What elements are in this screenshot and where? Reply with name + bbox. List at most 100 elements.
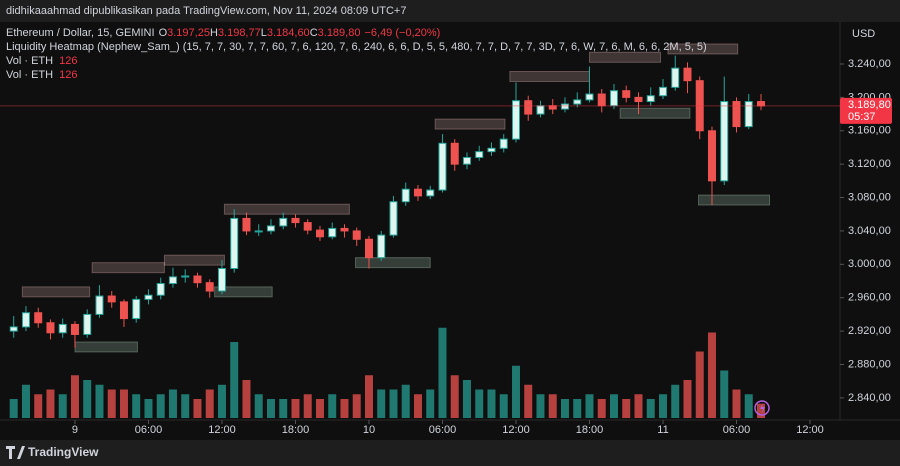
- volume-bar: [181, 394, 190, 418]
- volume-bar: [536, 394, 545, 418]
- candle-body: [646, 95, 655, 103]
- volume-bar: [683, 380, 692, 418]
- volume-bar: [646, 399, 655, 418]
- candle-body: [622, 90, 631, 98]
- volume-bar: [70, 375, 79, 418]
- liquidity-zone: [434, 118, 506, 130]
- candle-body: [34, 312, 43, 324]
- candle-body: [107, 295, 116, 303]
- liquidity-zone: [74, 341, 138, 353]
- x-tick-label: 18:00: [576, 424, 604, 436]
- plot: [0, 43, 840, 418]
- symbol: Ethereum / Dollar, 15, GEMINI: [6, 27, 155, 39]
- volume-bar: [732, 389, 741, 418]
- volume-bar: [609, 394, 618, 418]
- candle-body: [315, 229, 324, 238]
- candle-body: [230, 217, 239, 269]
- volume-bar: [46, 389, 55, 418]
- volume-bar: [254, 394, 263, 418]
- y-tick-label: 2.960,00: [848, 292, 891, 304]
- volume-bar: [524, 384, 533, 418]
- candle-body: [695, 80, 704, 132]
- volume-bar: [622, 399, 631, 418]
- volume-bar: [499, 394, 508, 418]
- volume-bar: [144, 399, 153, 418]
- volume-bar: [34, 394, 43, 418]
- candle-body: [450, 142, 459, 165]
- volume-bar: [438, 327, 447, 418]
- volume-bar: [720, 370, 729, 418]
- x-tick-label: 11: [657, 424, 668, 436]
- volume-bar: [401, 384, 410, 418]
- x-tick-label: 10: [363, 424, 375, 436]
- candle-body: [9, 326, 18, 332]
- publisher: didhikaaahmad dipublikasikan pada Tradin…: [6, 5, 406, 17]
- candle-body: [58, 323, 67, 334]
- volume-bar: [511, 365, 520, 418]
- change: −6,49 (−0,20%): [364, 27, 440, 39]
- liquidity-zone: [667, 43, 739, 55]
- candle-body: [95, 295, 104, 315]
- volume-bar: [168, 389, 177, 418]
- volume-value: 126: [59, 55, 77, 67]
- volume-bar: [156, 394, 165, 418]
- candle-body: [291, 217, 300, 224]
- candle-body: [364, 238, 373, 259]
- candle-body: [119, 301, 128, 320]
- candle-body: [266, 225, 275, 232]
- candle-body: [671, 67, 680, 88]
- candle-body: [536, 105, 545, 115]
- candle-body: [352, 230, 361, 240]
- x-tick-label: 06:00: [429, 424, 457, 436]
- candle-body: [242, 217, 251, 232]
- x-tick-label: 06:00: [723, 424, 751, 436]
- candle-body: [21, 312, 30, 328]
- volume-key: Vol · ETH: [6, 55, 53, 67]
- volume-bar: [573, 399, 582, 418]
- replay-icon[interactable]: [760, 403, 765, 413]
- x-tick-label: 06:00: [135, 424, 163, 436]
- candle-body: [548, 105, 557, 110]
- volume-bar: [279, 399, 288, 418]
- top-bar: [0, 0, 900, 22]
- candle-body: [401, 188, 410, 203]
- volume-legend: Vol · ETH 126: [6, 55, 77, 67]
- x-tick-label: 18:00: [282, 424, 310, 436]
- volume-bar: [230, 342, 239, 418]
- logo: TradingView: [6, 445, 99, 459]
- candle-body: [217, 267, 226, 292]
- liquidity-zone: [21, 286, 91, 298]
- candle-body: [462, 156, 471, 165]
- candle-body: [168, 276, 177, 285]
- indicator: Liquidity Heatmap (Nephew_Sam_) (15, 7, …: [6, 41, 707, 53]
- last-price-label: 3.189,80: [848, 99, 891, 111]
- volume-bar: [597, 399, 606, 418]
- candle-body: [585, 93, 594, 101]
- volume-bar: [462, 380, 471, 418]
- volume-bar: [756, 403, 765, 418]
- volume-bar: [132, 394, 141, 418]
- ohlc-value: 3.197,25: [167, 27, 210, 39]
- candle-body: [732, 101, 741, 128]
- candle-body: [560, 103, 569, 110]
- candle-body: [609, 90, 618, 107]
- volume-bar: [634, 394, 643, 418]
- volume-bar: [21, 384, 30, 418]
- volume-bar: [560, 399, 569, 418]
- candle-body: [511, 100, 520, 140]
- candle-body: [658, 86, 667, 97]
- candle-body: [438, 142, 447, 191]
- candle-body: [389, 201, 398, 236]
- currency: USD: [852, 28, 875, 40]
- candle-body: [499, 138, 508, 149]
- volume-bar: [475, 389, 484, 418]
- replay-button[interactable]: [754, 400, 770, 416]
- logo-text: TradingView: [28, 445, 99, 459]
- replay-circle[interactable]: [754, 400, 770, 416]
- candle-body: [756, 101, 765, 107]
- candle-body: [156, 283, 165, 296]
- y-tick-label: 2.920,00: [848, 325, 891, 337]
- volume-bar: [364, 375, 373, 418]
- volume-bar: [107, 389, 116, 418]
- candle-body: [744, 101, 753, 128]
